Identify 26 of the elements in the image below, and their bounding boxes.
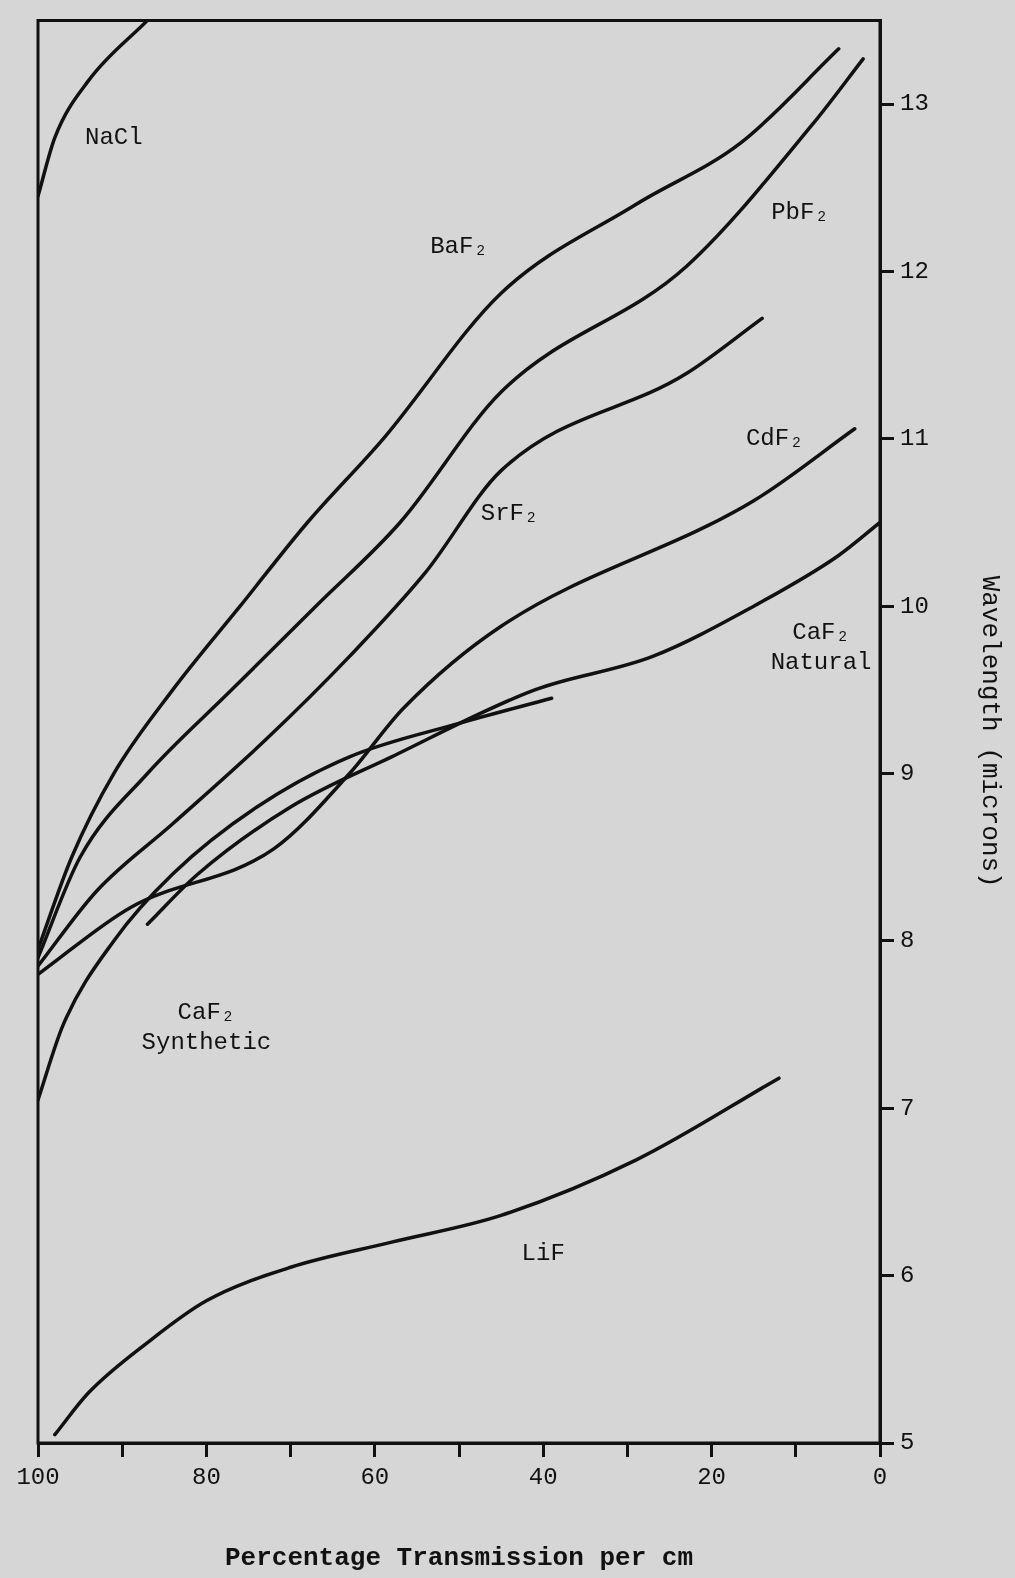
y-tick-label: 13: [900, 90, 929, 118]
y-tick-label: 6: [900, 1261, 915, 1289]
series-label: LiF: [521, 1240, 565, 1268]
x-tick-label: 0: [872, 1463, 888, 1491]
y-tick-label: 9: [900, 759, 915, 787]
x-tick-label: 20: [697, 1463, 727, 1491]
series-label: NaCl: [84, 123, 143, 151]
series-label: PbF₂: [771, 199, 829, 227]
series-label: CdF₂: [745, 425, 804, 453]
x-tick-label: 60: [360, 1463, 390, 1491]
y-tick-label: 11: [900, 425, 929, 453]
y-tick-label: 5: [900, 1429, 915, 1457]
series-label: SrF₂: [480, 500, 539, 528]
y-tick-label: 8: [900, 927, 915, 955]
series-label: BaF₂: [430, 232, 488, 260]
series-label: CaF₂ Natural: [770, 619, 872, 677]
y-axis-title: Wavelength (microns): [974, 575, 1005, 888]
y-tick-label: 12: [900, 257, 929, 285]
line-series: [53, 1076, 781, 1437]
y-tick-label: 7: [900, 1094, 915, 1122]
y-tick-label: 10: [900, 592, 929, 620]
text: CaF₂ Synthetic: [141, 999, 272, 1057]
x-tick-label: 100: [16, 1463, 60, 1491]
x-tick-label: 40: [528, 1463, 558, 1491]
x-tick-label: 80: [191, 1463, 221, 1491]
x-axis-title: Percentage Transmission per cm: [224, 1542, 694, 1573]
